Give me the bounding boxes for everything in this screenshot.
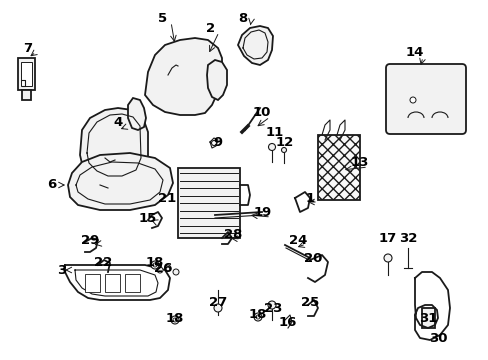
Polygon shape: [238, 26, 272, 65]
Circle shape: [164, 265, 171, 271]
Text: 5: 5: [158, 12, 167, 24]
Polygon shape: [145, 38, 222, 115]
Text: 2: 2: [206, 22, 215, 35]
Circle shape: [173, 318, 177, 322]
Polygon shape: [68, 153, 173, 210]
Text: 30: 30: [428, 332, 447, 345]
Text: 18: 18: [145, 256, 164, 270]
Text: 17: 17: [378, 231, 396, 244]
Text: 4: 4: [113, 117, 122, 130]
Bar: [317, 135, 359, 200]
Polygon shape: [105, 274, 120, 292]
Text: 16: 16: [278, 316, 297, 329]
Circle shape: [153, 263, 157, 267]
Text: 12: 12: [275, 136, 293, 149]
Circle shape: [267, 301, 275, 309]
Text: 15: 15: [139, 211, 157, 225]
Polygon shape: [18, 58, 35, 90]
Bar: [178, 168, 240, 238]
Circle shape: [256, 315, 260, 319]
Text: 18: 18: [165, 311, 184, 324]
Text: 3: 3: [57, 264, 66, 276]
Text: 8: 8: [238, 12, 247, 24]
Text: 11: 11: [265, 126, 284, 139]
Polygon shape: [22, 90, 31, 100]
Circle shape: [173, 269, 179, 275]
Text: 6: 6: [47, 179, 57, 192]
Polygon shape: [421, 308, 434, 328]
Text: 18: 18: [248, 309, 266, 321]
Text: 31: 31: [418, 311, 436, 324]
Text: 23: 23: [263, 302, 282, 315]
Circle shape: [151, 261, 159, 269]
Text: 13: 13: [350, 157, 368, 170]
Text: 22: 22: [94, 256, 112, 270]
Polygon shape: [206, 60, 226, 100]
Text: 26: 26: [154, 261, 172, 274]
Circle shape: [268, 144, 275, 150]
Text: 20: 20: [303, 252, 322, 265]
FancyBboxPatch shape: [385, 64, 465, 134]
Text: 1: 1: [305, 192, 314, 204]
Text: 14: 14: [405, 46, 423, 59]
Text: 7: 7: [23, 41, 33, 54]
Polygon shape: [80, 108, 148, 185]
Circle shape: [253, 313, 262, 321]
Text: 29: 29: [81, 234, 99, 247]
Text: 19: 19: [253, 207, 271, 220]
Text: 27: 27: [208, 297, 226, 310]
Text: 28: 28: [224, 229, 242, 242]
Circle shape: [211, 140, 216, 145]
Polygon shape: [21, 62, 32, 86]
Polygon shape: [128, 98, 146, 130]
Circle shape: [214, 304, 222, 312]
Circle shape: [171, 316, 179, 324]
Polygon shape: [85, 274, 100, 292]
Circle shape: [383, 254, 391, 262]
Circle shape: [281, 148, 286, 153]
Polygon shape: [125, 274, 140, 292]
Text: 25: 25: [300, 297, 319, 310]
Text: 10: 10: [252, 107, 271, 120]
Text: 32: 32: [398, 231, 416, 244]
Text: 9: 9: [213, 136, 222, 149]
Text: 24: 24: [288, 234, 306, 247]
Circle shape: [157, 267, 163, 273]
Text: 21: 21: [158, 192, 176, 204]
Circle shape: [409, 97, 415, 103]
